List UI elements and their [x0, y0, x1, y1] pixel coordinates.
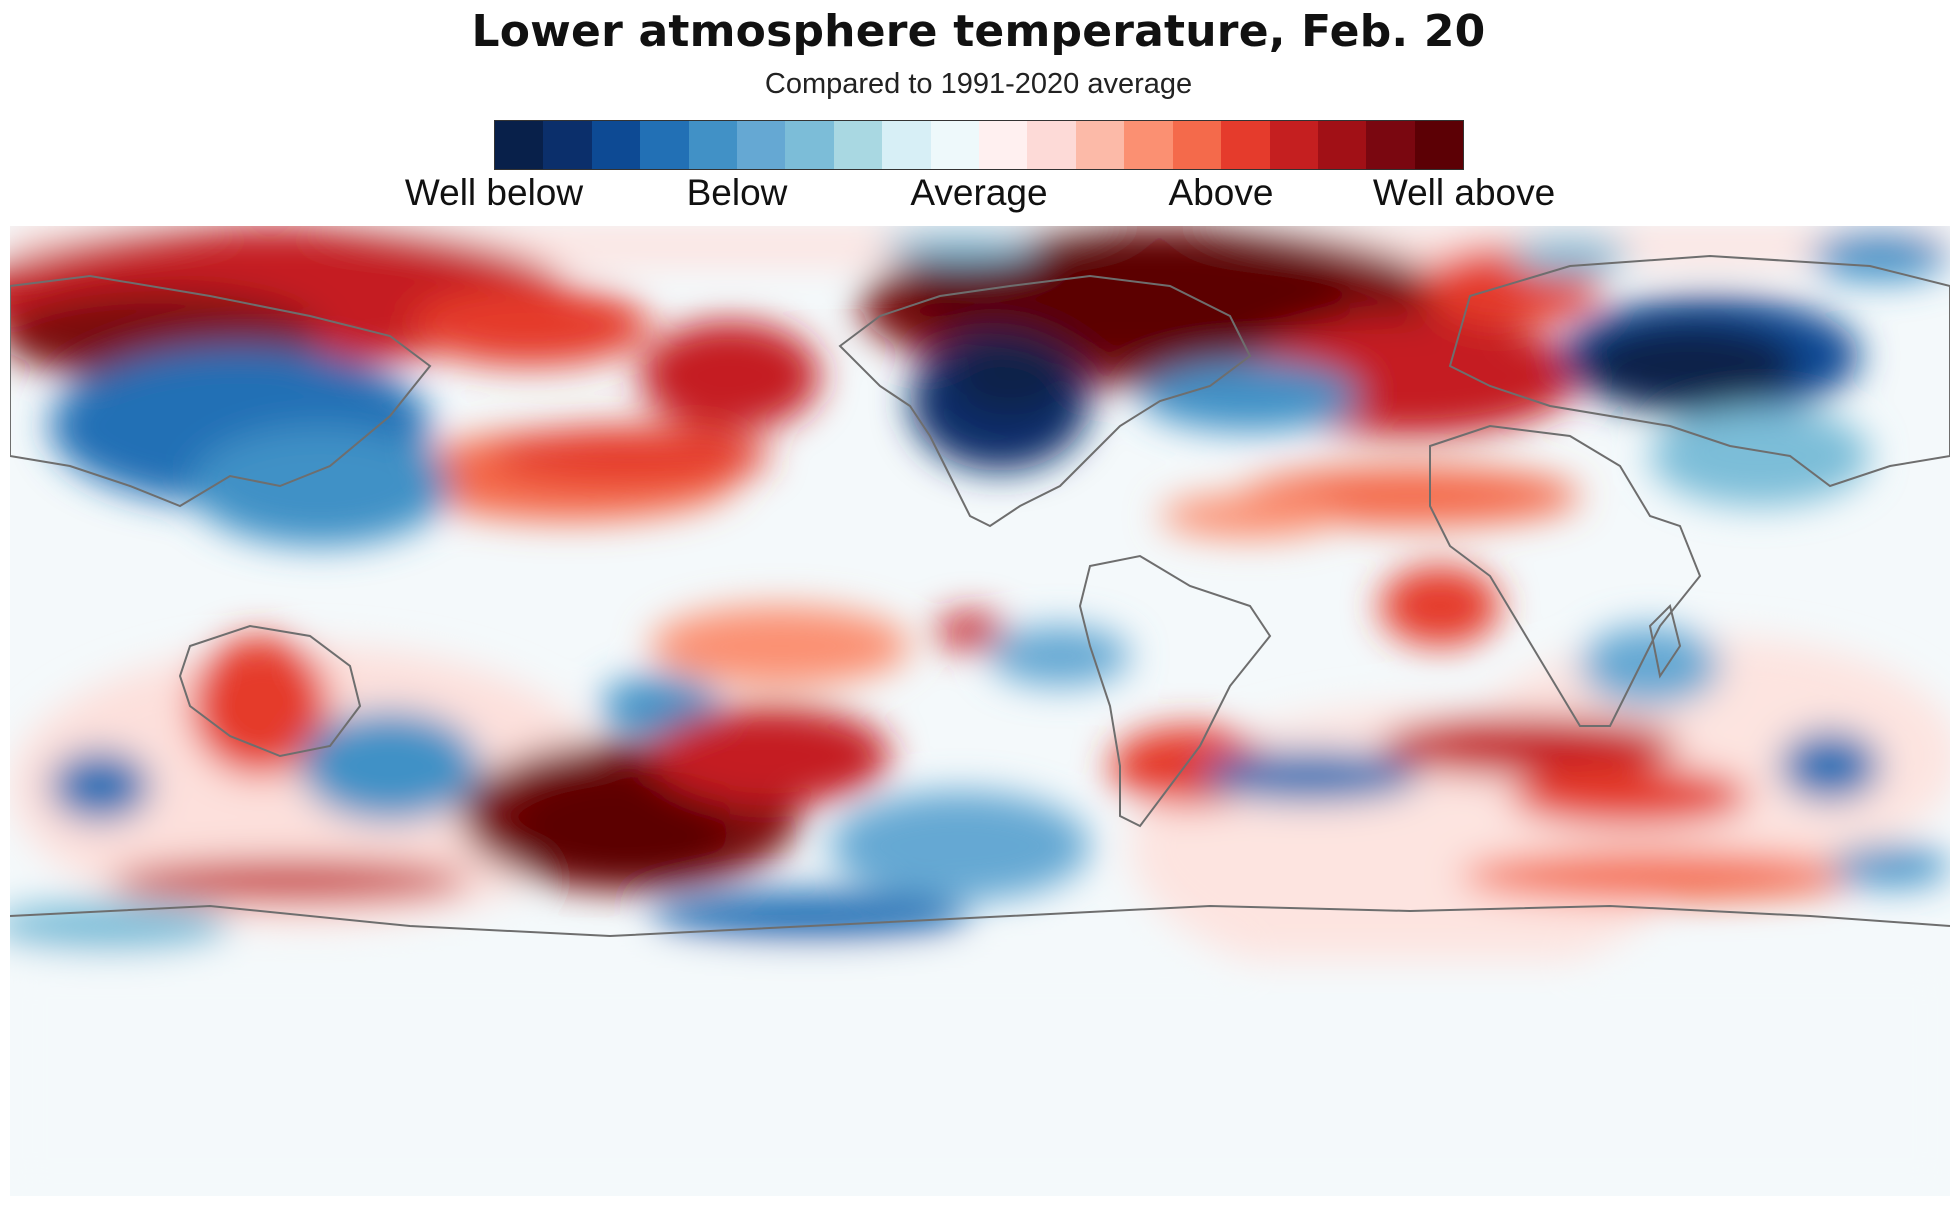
legend-label-average: Average — [910, 172, 1048, 213]
legend-swatch-8 — [882, 121, 931, 169]
legend-swatch-12 — [1075, 121, 1125, 169]
legend-swatch-0 — [495, 121, 544, 169]
legend-swatch-11 — [1027, 121, 1076, 169]
madagascar-outline — [1648, 604, 1682, 679]
legend-swatch-1 — [543, 121, 592, 169]
color-scale-legend — [494, 120, 1464, 170]
legend-label-below: Below — [686, 172, 788, 213]
legend-label-above: Above — [1168, 172, 1274, 213]
legend-label-well-below: Well below — [404, 172, 584, 213]
eurasia-east-outline — [10, 274, 432, 508]
temperature-anomaly-map — [10, 226, 1950, 1196]
legend-swatch-14 — [1172, 121, 1222, 169]
legend-swatch-16 — [1269, 121, 1318, 169]
continent-outlines — [10, 254, 1950, 938]
anomaly-map-svg — [10, 226, 1950, 1196]
antarctica-coast — [10, 904, 1950, 938]
legend-swatch-18 — [1366, 121, 1415, 169]
legend-swatch-4 — [688, 121, 738, 169]
legend-label-well-above: Well above — [1372, 172, 1556, 213]
legend-swatch-3 — [640, 121, 689, 169]
south-america-outline — [1078, 554, 1272, 828]
legend-swatch-10 — [979, 121, 1028, 169]
legend-swatch-6 — [785, 121, 834, 169]
legend-swatch-7 — [833, 121, 883, 169]
legend-swatch-9 — [930, 121, 980, 169]
map-subtitle: Compared to 1991-2020 average — [764, 68, 1193, 100]
anomaly-fields — [10, 226, 1950, 1196]
map-title: Lower atmosphere temperature, Feb. 20 — [471, 6, 1486, 57]
africa-outline — [1429, 424, 1702, 727]
legend-swatch-5 — [737, 121, 786, 169]
legend-swatch-19 — [1414, 121, 1464, 169]
australia-outline — [178, 624, 362, 758]
eurasia-west-outline — [1448, 254, 1950, 488]
north-america-outline — [838, 274, 1252, 528]
legend-swatch-17 — [1317, 121, 1367, 169]
legend-swatch-2 — [591, 121, 641, 169]
legend-swatch-13 — [1124, 121, 1173, 169]
legend-swatch-15 — [1221, 121, 1270, 169]
